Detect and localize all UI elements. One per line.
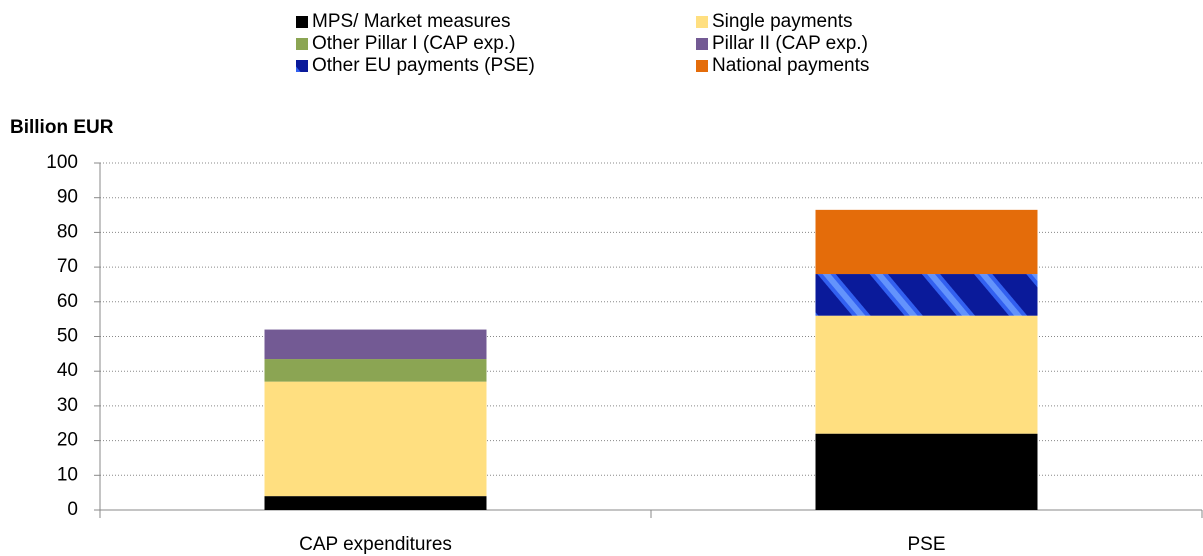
bar-segment <box>815 315 1038 434</box>
legend-label: Other EU payments (PSE) <box>312 55 535 76</box>
y-tick-label: 70 <box>57 256 78 277</box>
bar-segment <box>815 209 1038 275</box>
legend-swatch <box>296 38 308 50</box>
y-tick-label: 20 <box>57 430 78 451</box>
x-tick-label: CAP expenditures <box>299 534 452 555</box>
y-tick-label: 40 <box>57 360 78 381</box>
y-tick-label: 90 <box>57 187 78 208</box>
bar-segment <box>264 329 487 360</box>
y-tick-label: 80 <box>57 221 78 242</box>
bar-segment <box>815 433 1038 510</box>
legend-swatch <box>696 38 708 50</box>
y-tick-label: 10 <box>57 464 78 485</box>
legend-label: National payments <box>712 55 869 76</box>
legend-label: Pillar II (CAP exp.) <box>712 33 868 54</box>
bar-segment <box>264 381 487 497</box>
y-tick-label: 0 <box>67 499 78 520</box>
legend-label: Single payments <box>712 11 852 32</box>
legend-label: Other Pillar I (CAP exp.) <box>312 33 515 54</box>
legend-label: MPS/ Market measures <box>312 11 511 32</box>
legend-swatch <box>296 60 308 72</box>
bar-segment <box>815 274 1038 316</box>
y-axis-label: Billion EUR <box>10 117 114 138</box>
y-tick-label: 30 <box>57 395 78 416</box>
legend-swatch <box>296 16 308 28</box>
y-tick-label: 60 <box>57 291 78 312</box>
y-tick-label: 100 <box>46 152 78 173</box>
legend-swatch <box>696 16 708 28</box>
y-tick-label: 50 <box>57 326 78 347</box>
legend-swatch <box>696 60 708 72</box>
x-tick-label: PSE <box>907 534 945 555</box>
bar-segment <box>264 359 487 382</box>
bar-segment <box>264 496 487 510</box>
